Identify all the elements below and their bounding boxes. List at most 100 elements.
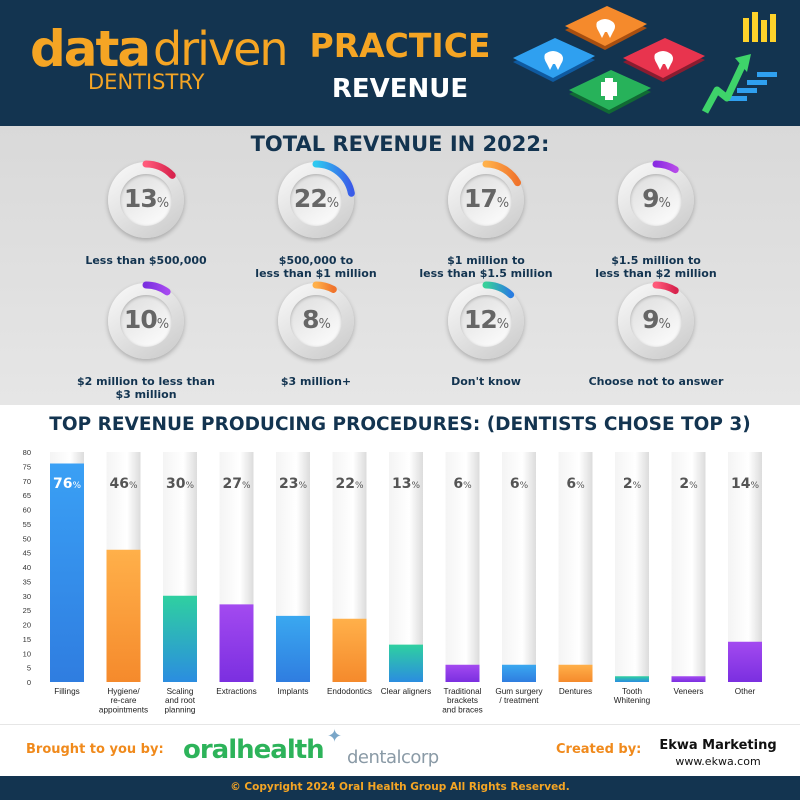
footer-bar (0, 776, 800, 800)
category-label: Hygiene/re-care appointments (99, 687, 148, 714)
revenue-label: Choose not to answer (588, 375, 724, 388)
gauge-arc (482, 281, 515, 299)
y-tick-label: 50 (23, 534, 31, 543)
page-subtitle: REVENUE (331, 74, 469, 104)
gauge-center (460, 295, 512, 347)
y-tick-label: 60 (23, 506, 31, 515)
tooth-tile-blue-icon (513, 38, 595, 82)
bar (502, 664, 536, 682)
gauge-arc (142, 160, 176, 179)
oralhealth-logo: oralhealth (183, 735, 325, 765)
gauge-percent: 9% (642, 305, 671, 334)
y-tick-label: 15 (23, 635, 31, 644)
gauge-value-arc (652, 160, 679, 174)
gauge-arc (652, 281, 679, 295)
bar-track (558, 452, 593, 682)
logo-driven-text: driven (153, 22, 289, 76)
gauge-arc (142, 281, 171, 296)
category-label: Fillings (54, 687, 79, 696)
bar (50, 463, 84, 682)
category-label: Endodontics (327, 687, 372, 696)
bar (276, 615, 310, 682)
gauge-percent: 10% (123, 305, 169, 334)
gauge-center (630, 295, 682, 347)
revenue-label: $2 million to less than $3 million (76, 375, 216, 401)
category-label: Implants (278, 687, 309, 696)
y-tick-label: 10 (23, 649, 31, 658)
y-tick-label: 35 (23, 577, 31, 586)
gauge-center (120, 295, 172, 347)
logo-data-text: data (30, 20, 151, 78)
bar (332, 618, 367, 682)
bar-track (502, 452, 536, 682)
created-by-label: Created by: (556, 742, 642, 757)
gauge-percent: 22% (293, 184, 339, 213)
gauge-percent: 8% (302, 305, 331, 334)
category-label: Gum surgery / treatment (495, 687, 543, 705)
gauge-percent: 9% (642, 184, 671, 213)
gauge-value-arc (482, 160, 522, 187)
y-tick-label: 80 (23, 448, 31, 457)
y-tick-label: 70 (23, 477, 31, 486)
page-title: PRACTICE (309, 26, 491, 65)
category-label: Scaling and root planning (165, 687, 196, 714)
category-label: Veneers (673, 687, 703, 696)
y-tick-label: 5 (27, 664, 31, 673)
y-tick-label: 40 (23, 563, 31, 572)
gauge-percent: 13% (123, 184, 169, 213)
y-tick-label: 20 (23, 621, 31, 630)
gauge-center (630, 174, 682, 226)
bar (445, 664, 480, 682)
y-tick-label: 65 (23, 491, 31, 500)
bar (106, 549, 141, 682)
y-tick-label: 75 (23, 462, 31, 471)
revenue-label: $1.5 million to less than $2 million (595, 254, 717, 280)
gauge-value-arc (312, 281, 337, 293)
revenue-label: $500,000 to less than $1 million (255, 254, 377, 280)
category-label: Clear aligners (381, 687, 432, 696)
revenue-label: $3 million+ (280, 375, 352, 388)
gauge-center (290, 174, 342, 226)
gauge-percent: 12% (463, 305, 509, 334)
gauge-center (120, 174, 172, 226)
gauge-percent: 17% (463, 184, 509, 213)
footer-sponsors (0, 724, 800, 776)
bar-track (445, 452, 480, 682)
tooth-tile-green-icon (569, 70, 651, 114)
revenue-label: Less than $500,000 (85, 254, 207, 267)
procedures-bar-chart: 0510152025303540455055606570758076%Filli… (23, 448, 762, 714)
gauge-value-arc (142, 281, 171, 296)
revenue-label: Don't know (451, 375, 521, 388)
logo-dentistry-text: DENTISTRY (88, 70, 205, 94)
category-label: Dentures (559, 687, 592, 696)
bar (728, 641, 762, 682)
gauge-arc (652, 160, 679, 174)
gauge-arc (482, 160, 522, 187)
bar-track (389, 452, 423, 682)
gauge-value-arc (652, 281, 679, 295)
category-label: Extractions (216, 687, 257, 696)
bar (671, 676, 706, 682)
gauge-center (290, 295, 342, 347)
bar (163, 595, 197, 682)
brought-by-label: Brought to you by: (26, 742, 164, 757)
bar-track (615, 452, 649, 682)
ekwa-url: www.ekwa.com (675, 755, 761, 768)
bar (219, 604, 254, 682)
copyright-text: © Copyright 2024 Oral Health Group All R… (230, 781, 570, 793)
y-tick-label: 55 (23, 520, 31, 529)
bar (389, 644, 423, 682)
dentalcorp-logo: dentalcorp (347, 747, 439, 768)
tooth-tile-orange-icon (565, 6, 647, 50)
gauge-arc (312, 281, 337, 293)
tooth-tile-red-icon (623, 38, 705, 82)
dentalcorp-star-icon: ✦ (327, 726, 343, 746)
y-tick-label: 0 (27, 678, 31, 687)
category-label: Tooth Whitening (614, 687, 651, 705)
category-label: Traditional brackets and braces (442, 687, 483, 714)
bar-track (671, 452, 706, 682)
bar (615, 676, 649, 682)
category-label: Other (735, 687, 756, 696)
ekwa-marketing-name: Ekwa Marketing (659, 738, 777, 753)
revenue-title: TOTAL REVENUE IN 2022: (250, 132, 550, 156)
